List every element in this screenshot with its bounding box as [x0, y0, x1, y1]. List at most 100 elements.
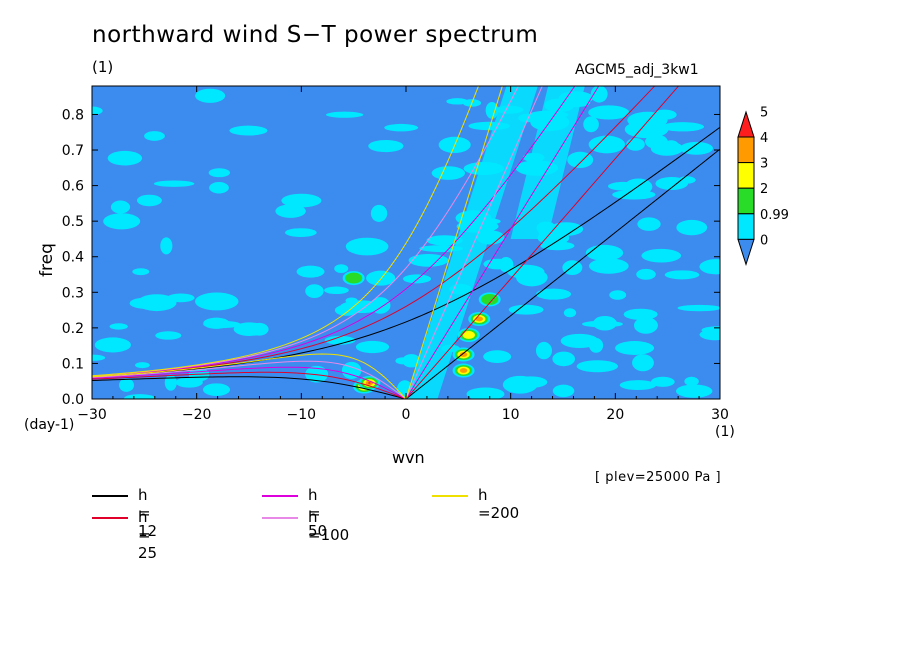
heatmap-patch — [645, 134, 668, 149]
legend-swatch — [262, 517, 298, 519]
chart-unit: (1) — [92, 58, 114, 76]
y-tick-label: 0.2 — [62, 321, 84, 337]
mrg-curve — [92, 86, 576, 377]
heatmap-patch — [664, 270, 700, 280]
heatmap-patch — [633, 317, 658, 334]
heatmap-peak — [459, 352, 468, 357]
heatmap-patch — [194, 292, 239, 311]
heatmap-patch — [355, 340, 390, 354]
heatmap-peak — [459, 368, 468, 373]
heatmap-patch — [155, 331, 182, 340]
heatmap-patch — [699, 329, 720, 341]
heatmap-patch — [395, 357, 410, 365]
heatmap-patch — [132, 268, 150, 276]
x-tick-label: 0 — [402, 407, 411, 423]
colorbar-label: 2 — [760, 182, 768, 197]
y-tick-label: 0.8 — [62, 107, 84, 123]
heatmap-peak — [475, 316, 484, 322]
heatmap-patch — [636, 268, 656, 280]
x-axis-label: wvn — [392, 448, 425, 467]
legend-label: h = 12 — [138, 486, 158, 540]
heatmap-patch — [585, 244, 624, 261]
heatmap-patch — [679, 141, 714, 155]
colorbar-label: 4 — [760, 131, 768, 146]
chart-title: northward wind S−T power spectrum — [92, 22, 539, 48]
mrg-curve — [92, 86, 519, 377]
rossby-curve — [92, 371, 407, 399]
heatmap-patch — [612, 189, 656, 200]
heatmap-patch — [699, 259, 720, 275]
heatmap-patch — [160, 237, 173, 255]
heatmap-patch — [366, 270, 396, 286]
heatmap-patch — [676, 219, 708, 236]
heatmap-peak — [462, 331, 475, 339]
x-tick-label: 20 — [606, 407, 624, 423]
heatmap-patch — [535, 341, 552, 360]
heatmap-patch — [370, 204, 388, 222]
mrg-curve — [92, 86, 480, 377]
heatmap-patch — [516, 268, 548, 287]
legend-label: h =100 — [308, 508, 350, 544]
y-tick-label: 0.6 — [62, 179, 84, 195]
heatmap-patch — [195, 88, 226, 103]
y-tick-label: 0.5 — [62, 214, 84, 230]
heatmap-patch — [567, 151, 594, 169]
legend-label: h = 25 — [138, 508, 158, 562]
heatmap-patch — [446, 98, 469, 105]
heatmap-patch — [144, 131, 165, 141]
heatmap-patch — [110, 200, 131, 214]
heatmap-patch — [588, 105, 630, 120]
heatmap-patch — [483, 350, 512, 363]
heatmap-patch — [485, 101, 499, 119]
mrg-curve — [92, 126, 720, 378]
heatmap-patch — [229, 125, 268, 136]
x-tick-label: 10 — [502, 407, 520, 423]
heatmap-patch — [92, 106, 103, 116]
heatmap-patch — [560, 333, 599, 349]
heatmap-patch — [588, 258, 629, 274]
y-tick-label: 0.0 — [62, 392, 84, 408]
colorbar-max-arrow — [737, 110, 755, 138]
x-axis-unit: (1) — [715, 424, 735, 440]
heatmap-patch — [334, 264, 349, 274]
heatmap-peak — [345, 272, 363, 284]
heatmap-patch — [107, 150, 143, 166]
heatmap-patch — [632, 354, 654, 372]
heatmap-patch — [583, 116, 599, 133]
heatmap-patch — [677, 304, 720, 312]
x-tick-label: −20 — [182, 407, 212, 423]
heatmap-patch — [588, 135, 625, 154]
colorbar-min-arrow — [737, 238, 755, 267]
heatmap-patch — [275, 204, 306, 218]
heatmap-patch — [324, 335, 356, 345]
heatmap-patch — [305, 365, 329, 383]
heatmap-patch — [535, 288, 572, 300]
heatmap-patch — [94, 337, 131, 353]
heatmap-patch — [609, 290, 627, 300]
heatmap-patch — [92, 354, 106, 361]
colorbar-segment — [737, 136, 755, 164]
heatmap-patch — [661, 122, 705, 132]
heatmap-patch — [285, 228, 317, 237]
heatmap-patch — [641, 248, 682, 263]
legend-label: h =200 — [478, 486, 520, 522]
colorbar-segment — [737, 213, 755, 240]
heatmap-patch — [123, 394, 156, 399]
y-tick-label: 0.1 — [62, 356, 84, 372]
heatmap-peak — [368, 382, 371, 384]
colorbar-segment — [737, 162, 755, 189]
heatmap-patch — [552, 384, 575, 398]
heatmap-patch — [552, 351, 576, 367]
heatmap-peak — [481, 293, 499, 305]
heatmap-patch — [233, 322, 266, 336]
heatmap-patch — [209, 182, 229, 194]
heatmap-patch — [325, 111, 364, 118]
heatmap-patch — [202, 383, 231, 397]
y-tick-label: 0.3 — [62, 285, 84, 301]
heatmap-patch — [508, 304, 544, 315]
kelvin-curve — [405, 86, 543, 399]
mrg-curve — [92, 86, 656, 378]
heatmap-patch — [626, 138, 645, 151]
kelvin-curve — [405, 86, 680, 399]
heatmap-patch — [370, 297, 391, 314]
